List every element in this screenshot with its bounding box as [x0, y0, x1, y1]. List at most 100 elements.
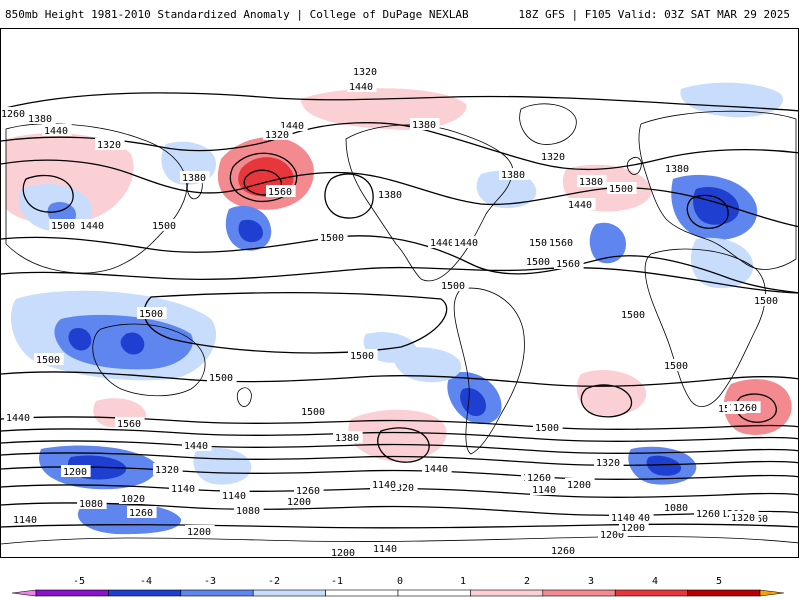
contour-label: 1500 — [152, 221, 176, 232]
colorbar-segment — [252, 589, 326, 597]
contour-closed-alaska — [324, 173, 374, 219]
antarctica-outline — [1, 536, 798, 545]
contour-1380-south — [1, 428, 798, 442]
contour-label-bg — [525, 471, 555, 483]
contour-label: 1500 — [664, 361, 688, 372]
contour-label-bg — [376, 188, 406, 200]
positive-anomaly-south-atlantic — [576, 370, 647, 416]
contour-label-bg — [565, 478, 595, 490]
contour-label: 1140 — [171, 484, 195, 495]
contour-label: 1440 — [349, 82, 373, 93]
contour-label: 1500 — [320, 233, 344, 244]
contour-label-bg — [662, 359, 692, 371]
contour-label-bg — [351, 65, 381, 77]
colorbar-tick-label: -1 — [331, 576, 343, 587]
contour-label: 1080 — [236, 506, 260, 517]
contour-label: 1500 — [139, 309, 163, 320]
contour-label-bg — [220, 489, 250, 501]
contour-label: 1020 — [121, 494, 145, 505]
height-contours — [1, 92, 798, 529]
map-title: 850mb Height 1981-2010 Standardized Anom… — [5, 8, 469, 21]
contour-closed-siberia — [22, 174, 74, 213]
contour-1440-south — [1, 416, 798, 430]
contour-label-bg — [77, 497, 107, 509]
contour-label-bg — [285, 495, 315, 507]
contour-label-bg — [266, 185, 296, 197]
contour-label-bg — [11, 513, 41, 525]
contour-label: 1440 — [280, 121, 304, 132]
contour-1440-north — [1, 159, 798, 228]
contour-label: 1200 — [331, 548, 355, 558]
contour-label: 1440 — [80, 221, 104, 232]
contour-label-bg — [137, 307, 167, 319]
contour-label-bg — [182, 439, 212, 451]
contour-label-bg — [119, 492, 149, 504]
contour-1500-south — [1, 371, 798, 387]
contour-label: 1500 — [754, 296, 778, 307]
negative-anomaly-nw-atlantic — [476, 170, 537, 209]
contour-1200-antarctic — [1, 523, 798, 529]
contour-label: 1440 — [568, 200, 592, 211]
contour-label-bg — [729, 511, 759, 523]
contour-label: 1500 — [609, 184, 633, 195]
negative-anomaly-mid-atlantic — [589, 222, 626, 264]
contour-label-bg — [554, 257, 584, 269]
contour-label-bg — [524, 255, 554, 267]
greenland-outline — [519, 103, 577, 145]
contour-label-bg — [609, 511, 639, 523]
contour-label: 1380 — [28, 114, 52, 125]
contour-label: 1500 — [51, 221, 75, 232]
contour-1320-north — [1, 92, 798, 112]
contour-label: 1500 — [209, 373, 233, 384]
contour-label-bg — [348, 349, 378, 361]
colorbar-left-arrow — [11, 589, 37, 597]
contour-label-bg — [410, 118, 440, 130]
uk-outline — [626, 157, 642, 175]
contour-label: 1500 — [529, 238, 553, 249]
contour-label-bg — [115, 417, 145, 429]
contour-label-bg — [731, 401, 761, 413]
contour-label-bg — [662, 501, 692, 513]
colorbar-segment — [470, 589, 544, 597]
contour-label: 1140 — [13, 515, 37, 526]
contour-label-bg — [333, 431, 363, 443]
contour-label-bg — [4, 411, 34, 423]
contour-label: 1500 — [535, 423, 559, 434]
colorbar-segment — [614, 589, 688, 597]
contour-label-bg — [49, 219, 79, 231]
contour-label-bg — [153, 463, 183, 475]
contour-closed-europe — [686, 194, 729, 229]
contour-label-bg — [294, 484, 324, 496]
contour-label: 1200 — [621, 523, 645, 534]
contour-label-bg — [539, 150, 569, 162]
contour-label: 1260 — [733, 403, 757, 414]
colorbar-tick-label: -2 — [268, 576, 280, 587]
anomaly-shading — [6, 82, 792, 535]
contour-label-bg — [78, 219, 108, 231]
colorbar-segment — [108, 589, 182, 597]
contour-closed-southern-pacific — [377, 427, 430, 463]
contour-label: 1560 — [268, 187, 292, 198]
colorbar-segment — [397, 589, 471, 597]
negative-anomaly-south-pacific-mid — [193, 447, 252, 485]
contour-label: 1080 — [664, 503, 688, 514]
negative-anomaly-australia-core1 — [68, 327, 92, 351]
contour-label: 1080 — [79, 499, 103, 510]
contour-label: 1260 — [551, 546, 575, 557]
contour-label: 1440 — [454, 238, 478, 249]
contour-label-bg — [694, 507, 724, 519]
contour-label-bg — [34, 353, 64, 365]
contour-label-bg — [42, 124, 72, 136]
contour-1500-equatorial-ring — [143, 292, 448, 354]
contour-1500-north — [1, 235, 798, 294]
contour-label-bg — [752, 294, 782, 306]
contour-label-bg — [95, 138, 125, 150]
contour-label-bg — [185, 525, 215, 537]
contour-label: 1440 — [184, 441, 208, 452]
contour-label-bg — [127, 506, 157, 518]
contour-label: 1260 — [527, 473, 551, 484]
contour-label: 1500 — [301, 407, 325, 418]
contour-label-bg — [428, 236, 458, 248]
